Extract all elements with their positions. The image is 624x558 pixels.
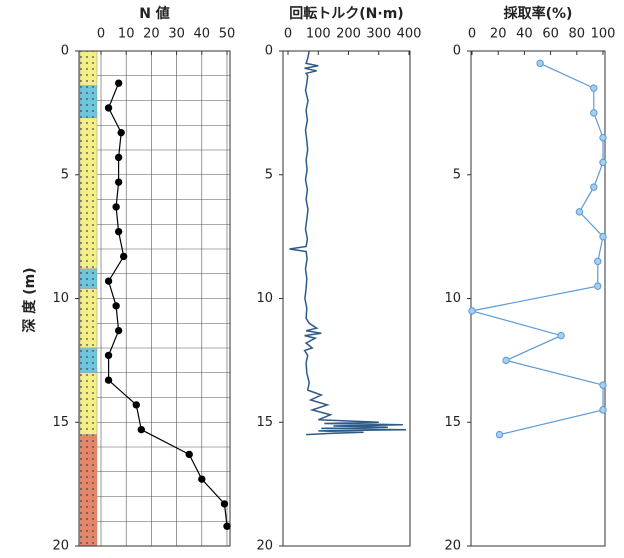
- y-tick-label: 10: [52, 291, 69, 306]
- soil-pattern: [80, 348, 97, 373]
- soil-pattern: [80, 289, 97, 348]
- soil-pattern: [80, 51, 97, 86]
- data-point: [105, 278, 111, 284]
- data-point: [105, 377, 111, 383]
- data-point: [600, 407, 606, 413]
- y-axis-title: 深 度 (m): [21, 267, 38, 332]
- data-point: [113, 303, 119, 309]
- x-tick-label: 20: [143, 27, 160, 42]
- data-point: [224, 523, 230, 529]
- data-point: [113, 204, 119, 210]
- data-point: [115, 228, 121, 234]
- data-point: [600, 159, 606, 165]
- chart-title: 採取率(%): [504, 5, 573, 22]
- data-point: [496, 431, 502, 437]
- soil-pattern: [80, 118, 97, 269]
- x-tick-label: 10: [118, 27, 135, 42]
- x-tick-label: 40: [516, 27, 533, 42]
- data-point: [595, 258, 601, 264]
- data-point: [115, 179, 121, 185]
- y-tick-label: 5: [453, 167, 461, 182]
- data-point: [537, 60, 543, 66]
- x-tick-label: 100: [306, 27, 331, 42]
- data-point: [105, 352, 111, 358]
- y-tick-label: 20: [444, 539, 461, 554]
- data-line: [290, 51, 407, 435]
- x-tick-label: 0: [284, 27, 292, 42]
- data-point: [503, 357, 509, 363]
- data-point: [186, 451, 192, 457]
- data-point: [199, 476, 205, 482]
- chart-title: N 値: [139, 5, 170, 22]
- data-point: [576, 209, 582, 215]
- data-point: [115, 80, 121, 86]
- y-tick-label: 5: [265, 167, 273, 182]
- x-tick-label: 100: [591, 27, 616, 42]
- x-tick-label: 400: [397, 27, 422, 42]
- x-tick-label: 40: [194, 27, 211, 42]
- data-point: [558, 332, 564, 338]
- data-line: [472, 63, 603, 434]
- data-point: [595, 283, 601, 289]
- x-tick-label: 80: [569, 27, 586, 42]
- y-tick-label: 20: [52, 539, 69, 554]
- y-tick-label: 10: [256, 291, 273, 306]
- data-point: [591, 110, 597, 116]
- plot-frame: [283, 51, 410, 546]
- data-point: [600, 382, 606, 388]
- data-point: [600, 233, 606, 239]
- data-point: [118, 129, 124, 135]
- x-tick-label: 0: [97, 27, 105, 42]
- y-tick-label: 15: [52, 415, 69, 430]
- y-tick-label: 20: [256, 539, 273, 554]
- x-tick-label: 300: [366, 27, 391, 42]
- data-point: [600, 134, 606, 140]
- x-tick-label: 200: [336, 27, 361, 42]
- soil-pattern: [80, 269, 97, 289]
- data-point: [591, 85, 597, 91]
- y-tick-label: 0: [453, 44, 461, 59]
- data-point: [469, 308, 475, 314]
- chart: 深 度 (m) N 値0102030405005101520回転トルク(N·m)…: [0, 0, 624, 554]
- y-tick-label: 10: [444, 291, 461, 306]
- y-tick-label: 0: [61, 44, 69, 59]
- data-point: [221, 501, 227, 507]
- data-point: [115, 327, 121, 333]
- soil-pattern: [80, 435, 97, 546]
- data-point: [591, 184, 597, 190]
- data-point: [133, 402, 139, 408]
- data-point: [138, 426, 144, 432]
- soil-pattern: [80, 373, 97, 435]
- x-tick-label: 50: [219, 27, 236, 42]
- chart-title: 回転トルク(N·m): [289, 5, 403, 22]
- data-point: [105, 105, 111, 111]
- data-point: [115, 154, 121, 160]
- x-tick-label: 0: [468, 27, 476, 42]
- y-tick-label: 5: [61, 167, 69, 182]
- data-point: [120, 253, 126, 259]
- soil-pattern: [80, 86, 97, 118]
- x-tick-label: 60: [542, 27, 559, 42]
- y-tick-label: 15: [444, 415, 461, 430]
- x-tick-label: 20: [490, 27, 507, 42]
- y-tick-label: 15: [256, 415, 273, 430]
- x-tick-label: 30: [168, 27, 185, 42]
- y-tick-label: 0: [265, 44, 273, 59]
